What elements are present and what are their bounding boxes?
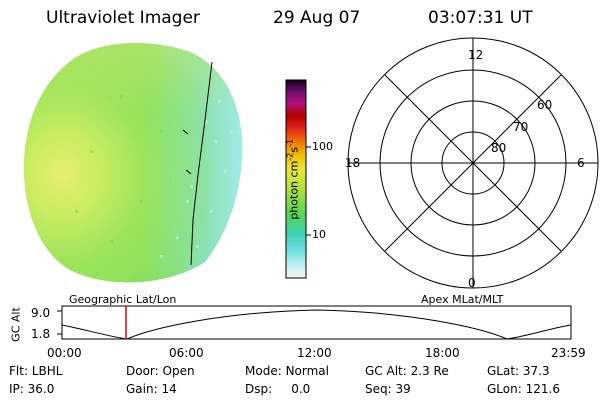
status-glon: GLon: 121.6 bbox=[487, 382, 560, 396]
apex-label: Apex MLat/MLT bbox=[421, 293, 504, 306]
mlt-label-0: 0 bbox=[468, 276, 476, 290]
time-tick-1800: 18:00 bbox=[425, 346, 460, 360]
status-glat: GLat: 37.3 bbox=[487, 364, 550, 378]
status-gain: Gain: 14 bbox=[126, 382, 177, 396]
gc-alt-axis-label: GC Alt bbox=[9, 307, 23, 342]
time-tick-1200: 12:00 bbox=[297, 346, 332, 360]
mlt-label-12: 12 bbox=[468, 48, 484, 62]
colorbar-tick-100: 100 bbox=[312, 140, 333, 153]
colorbar-tick-10: 10 bbox=[312, 228, 326, 241]
status-door: Door: Open bbox=[126, 364, 195, 378]
status-flt: Flt: LBHL bbox=[9, 364, 63, 378]
colorbar-unit-label: photon cm-2s-1 bbox=[285, 139, 301, 220]
alt-tick-9: 9.0 bbox=[31, 306, 51, 320]
time-tick-0000: 00:00 bbox=[47, 346, 82, 360]
altitude-timeline-plot bbox=[57, 305, 572, 340]
status-ip: IP: 36.0 bbox=[9, 382, 55, 396]
time-tick-0600: 06:00 bbox=[169, 346, 204, 360]
image-time: 03:07:31 UT bbox=[428, 8, 533, 28]
mlt-label-18: 18 bbox=[345, 156, 361, 170]
alt-tick-1-8: 1.8 bbox=[31, 327, 51, 341]
apex-polar-grid bbox=[347, 37, 599, 289]
status-seq: Seq: 39 bbox=[365, 382, 411, 396]
geographic-label: Geographic Lat/Lon bbox=[69, 293, 177, 306]
time-tick-2359: 23:59 bbox=[551, 346, 586, 360]
lat-label-70: 70 bbox=[513, 120, 529, 134]
status-dsp: Dsp: 0.0 bbox=[245, 382, 311, 396]
app-title: Ultraviolet Imager bbox=[46, 8, 200, 28]
status-gc-alt: GC Alt: 2.3 Re bbox=[365, 364, 449, 378]
uv-earth-disk-image bbox=[23, 42, 243, 283]
mlt-label-6: 6 bbox=[577, 156, 585, 170]
lat-label-80: 80 bbox=[491, 141, 507, 155]
terminator-line bbox=[182, 61, 213, 266]
lat-label-60: 60 bbox=[537, 98, 553, 112]
image-date: 29 Aug 07 bbox=[273, 8, 361, 28]
status-mode: Mode: Normal bbox=[245, 364, 329, 378]
color-scale-bar bbox=[285, 79, 311, 279]
